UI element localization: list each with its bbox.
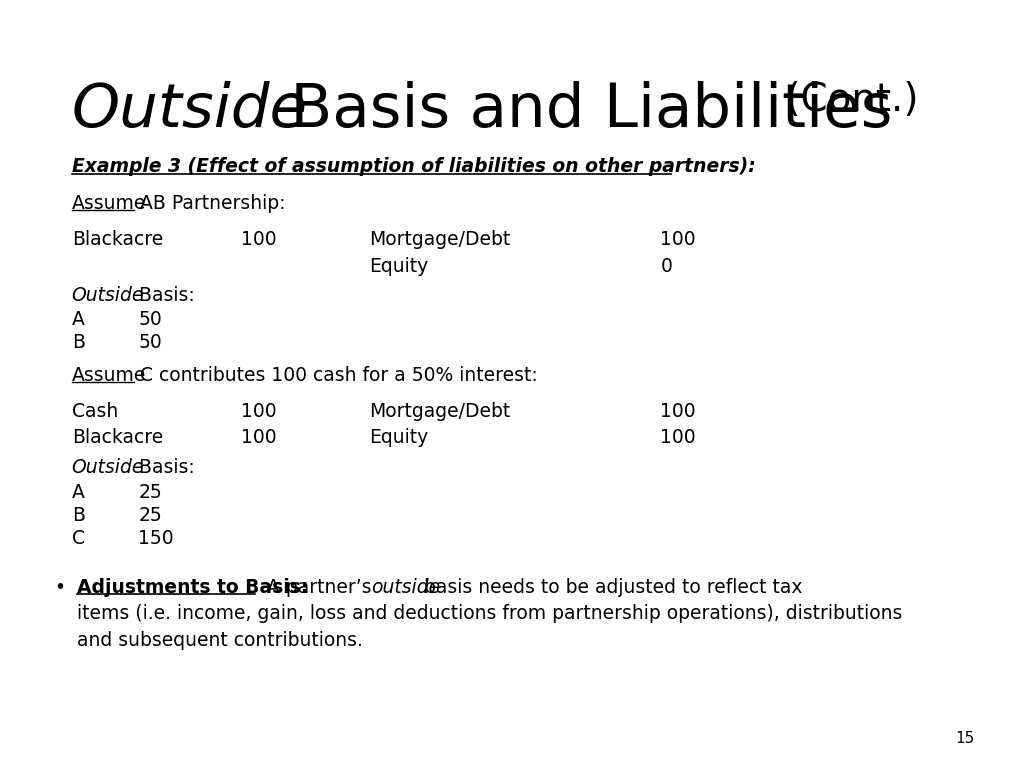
Text: 25: 25	[138, 483, 162, 502]
Text: Mortgage/Debt: Mortgage/Debt	[369, 402, 510, 422]
Text: 100: 100	[241, 402, 276, 422]
Text: B: B	[72, 506, 85, 525]
Text: A: A	[72, 310, 85, 329]
Text: 100: 100	[241, 230, 276, 250]
Text: A: A	[72, 483, 85, 502]
Text: Adjustments to Basis:: Adjustments to Basis:	[77, 578, 308, 597]
Text: Equity: Equity	[369, 257, 428, 276]
Text: 100: 100	[241, 428, 276, 447]
Text: •: •	[54, 578, 66, 597]
Text: AB Partnership:: AB Partnership:	[134, 194, 286, 213]
Text: Equity: Equity	[369, 428, 428, 447]
Text: 15: 15	[955, 731, 975, 746]
Text: 25: 25	[138, 506, 162, 525]
Text: 100: 100	[660, 428, 696, 447]
Text: C contributes 100 cash for a 50% interest:: C contributes 100 cash for a 50% interes…	[134, 366, 538, 385]
Text: items (i.e. income, gain, loss and deductions from partnership operations), dist: items (i.e. income, gain, loss and deduc…	[77, 604, 902, 624]
Text: Outside: Outside	[72, 286, 144, 305]
Text: Basis and Liabilities: Basis and Liabilities	[271, 81, 893, 140]
Text: 50: 50	[138, 310, 162, 329]
Text: Outside: Outside	[72, 81, 308, 140]
Text: Cash: Cash	[72, 402, 118, 422]
Text: C: C	[72, 529, 85, 548]
Text: Example 3 (Effect of assumption of liabilities on other partners):: Example 3 (Effect of assumption of liabi…	[72, 157, 756, 177]
Text: 150: 150	[138, 529, 174, 548]
Text: Outside: Outside	[72, 458, 144, 478]
Text: basis needs to be adjusted to reflect tax: basis needs to be adjusted to reflect ta…	[418, 578, 802, 597]
Text: Assume: Assume	[72, 366, 146, 385]
Text: B: B	[72, 333, 85, 353]
Text: Blackacre: Blackacre	[72, 428, 163, 447]
Text: Mortgage/Debt: Mortgage/Debt	[369, 230, 510, 250]
Text: (Cont.): (Cont.)	[773, 81, 919, 118]
Text: Basis:: Basis:	[133, 458, 195, 478]
Text: outside: outside	[371, 578, 440, 597]
Text: 0: 0	[660, 257, 673, 276]
Text: 100: 100	[660, 402, 696, 422]
Text: A partner’s: A partner’s	[255, 578, 378, 597]
Text: Basis:: Basis:	[133, 286, 195, 305]
Text: Blackacre: Blackacre	[72, 230, 163, 250]
Text: Assume: Assume	[72, 194, 146, 213]
Text: 50: 50	[138, 333, 162, 353]
Text: and subsequent contributions.: and subsequent contributions.	[77, 631, 362, 650]
Text: 100: 100	[660, 230, 696, 250]
